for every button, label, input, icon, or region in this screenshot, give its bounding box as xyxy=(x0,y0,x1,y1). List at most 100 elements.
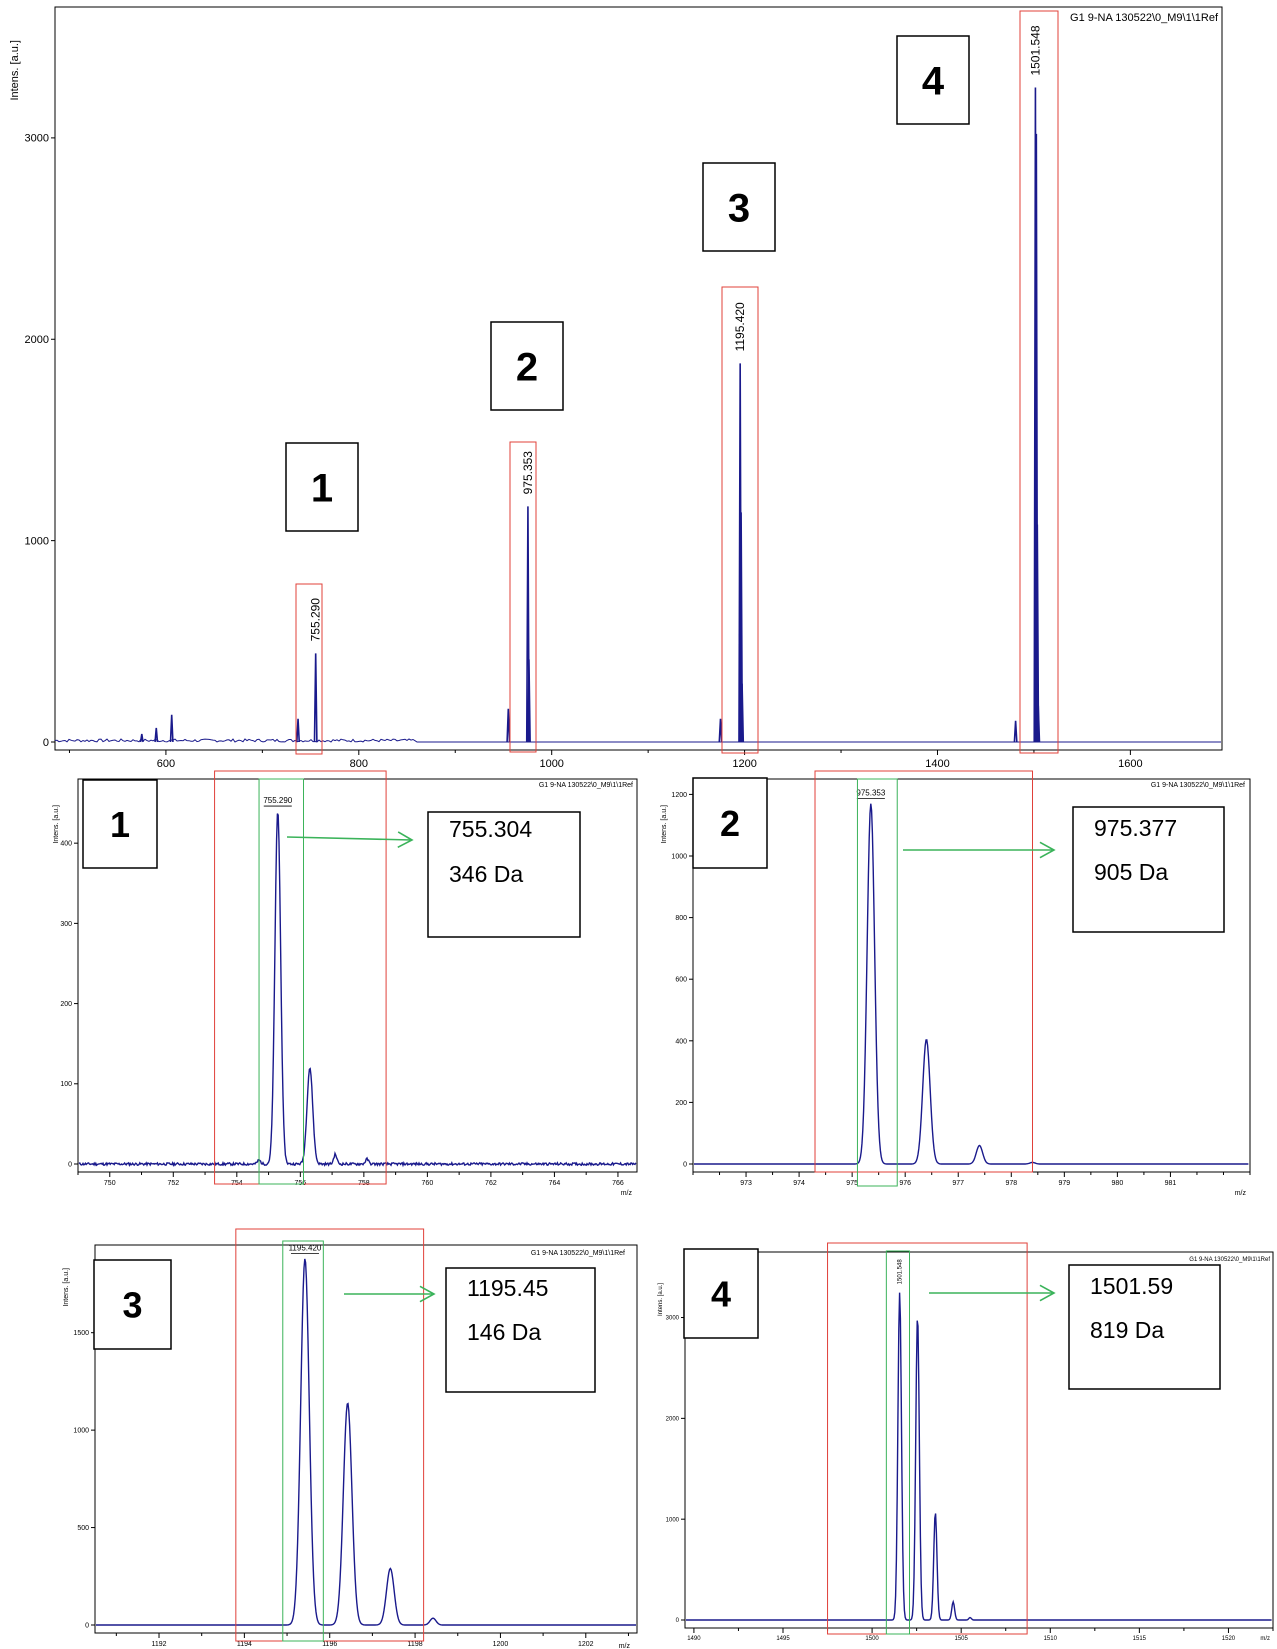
peak-number-box xyxy=(285,442,359,532)
spectrum-title: G1 9-NA 130522\0_M9\1\1Ref xyxy=(1151,782,1245,789)
mass-callout-box xyxy=(445,1267,596,1393)
spectrum-title: G1 9-NA 130522\0_M9\1\1Ref xyxy=(1189,1257,1270,1263)
y-axis-label: Intens. [a.u.] xyxy=(53,805,60,844)
x-tick-label: 750 xyxy=(104,1180,116,1187)
callout-arrow-head xyxy=(1039,1284,1056,1302)
peak-number-label: 2 xyxy=(720,803,740,844)
spectrum-title: G1 9-NA 130522\0_M9\1\1Ref xyxy=(531,1250,625,1257)
y-tick-label: 0 xyxy=(85,1622,89,1629)
red-highlight-box xyxy=(827,1242,1028,1635)
y-tick-label: 1000 xyxy=(25,535,49,547)
x-tick-label: 1495 xyxy=(776,1636,790,1642)
y-axis-label: Intens. [a.u.] xyxy=(63,1268,70,1307)
y-tick-label: 2000 xyxy=(666,1416,680,1422)
callout-mass-value: 819 Da xyxy=(1090,1317,1164,1343)
x-tick-label: 764 xyxy=(549,1180,561,1187)
y-tick-label: 1200 xyxy=(671,792,687,799)
mass-callout-box xyxy=(1072,806,1225,933)
peak-mz-label: 1501.548 xyxy=(1028,25,1042,75)
callout-mz-value: 1195.45 xyxy=(467,1275,548,1301)
peak-number-label: 1 xyxy=(311,466,333,510)
y-tick-label: 400 xyxy=(675,1038,687,1045)
spectrum-trace xyxy=(686,1292,1272,1621)
x-tick-label: 1515 xyxy=(1133,1636,1147,1642)
spectrum-panel-1: G1 9-NA 130522\0_M9\1\1Ref Intens. [a.u.]… xyxy=(53,770,638,1197)
x-tick-label: 1520 xyxy=(1222,1636,1236,1642)
green-highlight-box xyxy=(258,778,305,1185)
red-highlight-box xyxy=(295,583,323,755)
x-tick-label: 1000 xyxy=(539,758,563,770)
y-axis-label: Intens. [a.u.] xyxy=(661,805,668,844)
x-tick-label: 1202 xyxy=(578,1641,594,1648)
x-tick-label: 976 xyxy=(899,1180,911,1187)
y-tick-label: 1000 xyxy=(671,853,687,860)
red-highlight-box xyxy=(509,441,537,753)
x-axis-label: m/z xyxy=(1260,1636,1270,1642)
x-tick-label: 981 xyxy=(1165,1180,1177,1187)
peak-mz-label: 975.353 xyxy=(856,789,885,798)
x-tick-label: 1510 xyxy=(1044,1636,1058,1642)
spectrum-peak xyxy=(739,512,744,743)
x-tick-label: 1196 xyxy=(322,1641,337,1648)
y-tick-label: 100 xyxy=(60,1081,72,1088)
spectrum-peak xyxy=(526,659,531,743)
spectrum-peak xyxy=(296,718,301,743)
mass-callout-box xyxy=(1068,1264,1221,1390)
spectrum-peak xyxy=(139,733,144,743)
callout-arrow-line xyxy=(286,836,413,841)
plot-frame xyxy=(77,778,638,1173)
peak-number-box xyxy=(490,321,564,411)
peak-number-box xyxy=(692,777,768,869)
spectrum-peak xyxy=(169,714,174,743)
callout-mz-value: 755.304 xyxy=(449,816,532,842)
callout-mz-value: 975.377 xyxy=(1094,815,1177,841)
y-tick-label: 1000 xyxy=(666,1517,680,1523)
peak-number-label: 1 xyxy=(110,804,130,845)
y-tick-label: 0 xyxy=(676,1618,680,1624)
x-axis-label: m/z xyxy=(1235,1190,1247,1197)
spectrum-peak xyxy=(740,683,745,743)
x-tick-label: 1490 xyxy=(687,1636,701,1642)
x-axis-label: m/z xyxy=(619,1643,631,1649)
x-tick-label: 1200 xyxy=(732,758,756,770)
y-axis-label: Intens. [a.u.] xyxy=(9,40,21,101)
callout-arrow-head xyxy=(1039,841,1056,859)
spectrum-peak xyxy=(1036,705,1041,743)
spectrum-trace xyxy=(694,803,1249,1165)
x-tick-label: 600 xyxy=(157,758,175,770)
y-tick-label: 300 xyxy=(60,921,72,928)
spectrum-trace xyxy=(78,813,637,1168)
x-tick-label: 1200 xyxy=(493,1641,509,1648)
peak-number-label: 4 xyxy=(711,1273,731,1314)
y-tick-label: 500 xyxy=(77,1525,89,1532)
x-tick-label: 1600 xyxy=(1118,758,1142,770)
x-tick-label: 980 xyxy=(1112,1180,1124,1187)
spectrum-title: G1 9-NA 130522\0_M9\1\1Ref xyxy=(539,782,633,789)
y-tick-label: 0 xyxy=(43,737,49,749)
green-highlight-box xyxy=(856,778,898,1187)
peak-mz-label: 975.353 xyxy=(521,451,535,495)
y-tick-label: 0 xyxy=(68,1161,72,1168)
peak-number-box xyxy=(702,162,776,252)
y-axis-label: Intens. [a.u.] xyxy=(658,1283,664,1316)
spectrum-title: G1 9-NA 130522\0_M9\1\1Ref xyxy=(1070,12,1219,24)
peak-number-box xyxy=(93,1259,172,1350)
y-tick-label: 800 xyxy=(675,915,687,922)
x-tick-label: 974 xyxy=(793,1180,805,1187)
callout-mass-value: 146 Da xyxy=(467,1319,541,1345)
spectrum-baseline xyxy=(54,738,1221,743)
callout-arrow-head xyxy=(397,831,414,849)
callout-arrow-head xyxy=(419,1285,436,1303)
peak-number-label: 3 xyxy=(728,186,750,230)
x-tick-label: 752 xyxy=(167,1180,179,1187)
mass-callout-box xyxy=(427,811,581,938)
peak-mz-label: 755.290 xyxy=(263,796,292,805)
x-tick-label: 978 xyxy=(1005,1180,1017,1187)
y-tick-label: 3000 xyxy=(25,133,49,145)
red-highlight-box xyxy=(814,770,1034,1173)
spectrum-panel-4: G1 9-NA 130522\0_M9\1\1Ref Intens. [a.u.]… xyxy=(658,1242,1274,1642)
x-tick-label: 979 xyxy=(1058,1180,1070,1187)
x-tick-label: 1500 xyxy=(865,1636,879,1642)
peak-number-box xyxy=(683,1248,759,1339)
spectrum-panel-3: G1 9-NA 130522\0_M9\1\1Ref Intens. [a.u.]… xyxy=(63,1228,638,1649)
